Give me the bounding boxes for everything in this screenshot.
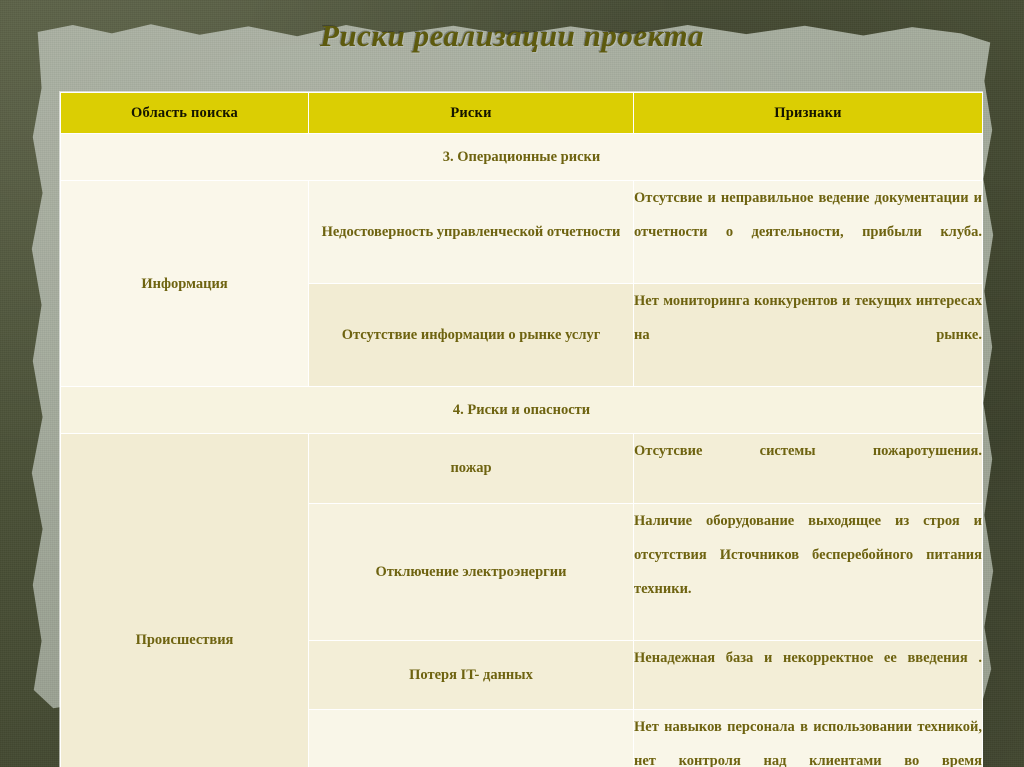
sign-cell: Нет мониторинга конкурентов и текущих ин… xyxy=(633,283,983,388)
risk-cell: пожар xyxy=(308,433,634,504)
section-label-operational-risks: 3. Операционные риски xyxy=(60,133,983,181)
section-row: 3. Операционные риски xyxy=(60,133,983,181)
sign-text: Нет навыков персонала в использовании те… xyxy=(634,718,982,767)
sign-cell: Отсутсвие системы пожаротушения. xyxy=(633,433,983,504)
risk-table: Область поиска Риски Признаки 3. Операци… xyxy=(60,92,983,767)
sign-text: Наличие оборудование выходящее из строя … xyxy=(634,512,982,597)
table-row: Поломка оборудования Нет навыков персона… xyxy=(61,708,983,767)
risk-cell: Отключение электроэнергии xyxy=(308,502,634,641)
sign-cell: Отсутсвие и неправильное ведение докумен… xyxy=(633,179,983,285)
sign-cell: Ненадежная база и некорректное ее введен… xyxy=(633,639,983,710)
section-label-risks-and-hazards: 4. Риски и опасности xyxy=(60,386,983,435)
table-row: Происшествия пожар Отсутсвие системы пож… xyxy=(60,433,983,767)
table-header-row: Область поиска Риски Признаки xyxy=(60,92,983,134)
risk-cell: Отсутствие информации о рынке услуг xyxy=(308,283,634,388)
risk-table-container: Область поиска Риски Признаки 3. Операци… xyxy=(60,92,983,767)
column-header-area: Область поиска xyxy=(60,92,309,134)
sign-text: Отсутсвие и неправильное ведение докумен… xyxy=(634,190,982,241)
column-header-signs: Признаки xyxy=(633,92,983,134)
risk-cell: Недостоверность управленческой отчетност… xyxy=(308,179,634,285)
area-cell-incidents: Происшествия xyxy=(60,433,309,767)
table-row: Информация Недостоверность управленческо… xyxy=(60,179,983,388)
page-title: Риски реализации проекта xyxy=(319,18,705,53)
sign-cell: Нет навыков персонала в использовании те… xyxy=(633,708,983,767)
section-row: 4. Риски и опасности xyxy=(60,386,983,435)
column-header-risks: Риски xyxy=(308,92,634,134)
table-row: Потеря IT- данных Ненадежная база и неко… xyxy=(61,639,983,710)
sign-text: Отсутсвие системы пожаротушения. xyxy=(634,443,982,460)
table-row: Отсутствие информации о рынке услуг Нет … xyxy=(61,283,983,388)
sign-cell: Наличие оборудование выходящее из строя … xyxy=(633,502,983,641)
sign-text: Ненадежная база и некорректное ее введен… xyxy=(634,649,982,666)
area-cell-information: Информация xyxy=(60,179,309,388)
risk-cell: Потеря IT- данных xyxy=(308,639,634,710)
table-row: Отключение электроэнергии Наличие оборуд… xyxy=(61,502,983,641)
sign-text: Нет мониторинга конкурентов и текущих ин… xyxy=(634,293,982,344)
risk-cell: Поломка оборудования xyxy=(308,708,634,767)
